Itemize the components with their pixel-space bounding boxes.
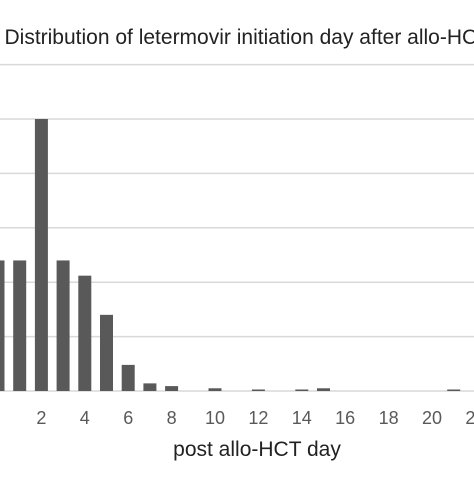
bar-day-5 (100, 314, 113, 391)
bar-day-10 (208, 388, 222, 391)
x-axis-label: post allo-HCT day (173, 438, 341, 461)
bar-day-3 (56, 260, 70, 391)
gridlines (0, 63, 474, 392)
bar-day-2 (34, 119, 48, 391)
x-tick-label: 20 (422, 408, 442, 428)
bar-day-1 (13, 260, 27, 391)
x-tick-label: 6 (123, 408, 133, 428)
x-tick-label: 4 (80, 408, 90, 428)
bar-day-14 (295, 389, 309, 391)
bar-day-7 (143, 383, 157, 391)
bar-day-15 (317, 388, 330, 391)
x-tick-label: 2 (36, 408, 46, 428)
x-tick-label: 18 (379, 408, 399, 428)
x-tick-labels: 2 4 6 8 10 12 14 16 18 20 22 (36, 408, 474, 428)
bar-day-12 (251, 389, 265, 391)
bar-day-21 (447, 389, 461, 391)
bars (0, 119, 461, 391)
x-tick-label: 12 (248, 408, 268, 428)
x-tick-label: 22 (465, 408, 474, 428)
bar-day-0 (0, 260, 5, 391)
x-tick-label: 8 (167, 408, 177, 428)
bar-day-4 (78, 275, 92, 391)
bar-day-8 (165, 386, 179, 391)
bar-day-6 (121, 364, 135, 391)
x-tick-label: 16 (335, 408, 355, 428)
x-tick-label: 10 (205, 408, 225, 428)
x-tick-label: 14 (292, 408, 312, 428)
